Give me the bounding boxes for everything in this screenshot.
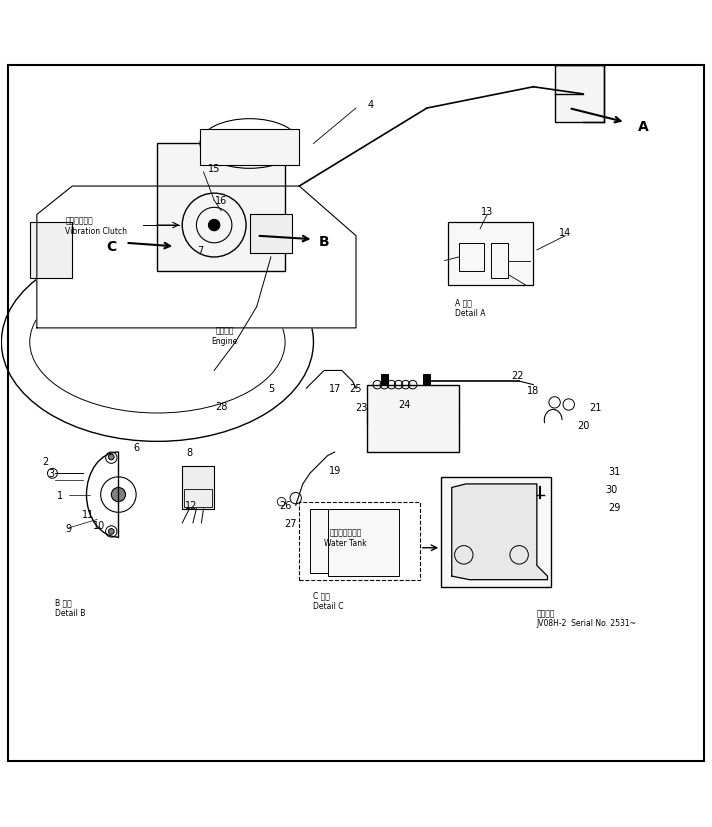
- Text: 17: 17: [328, 384, 341, 394]
- Text: C: C: [106, 240, 117, 254]
- Text: 4: 4: [367, 100, 373, 110]
- Text: 28: 28: [215, 401, 227, 411]
- Bar: [459, 243, 483, 272]
- Bar: [310, 509, 338, 573]
- Bar: [184, 490, 212, 507]
- Text: B: B: [319, 235, 330, 249]
- Text: 8: 8: [187, 447, 192, 457]
- Text: 7: 7: [197, 246, 203, 256]
- Text: 2: 2: [42, 456, 48, 466]
- Text: 適用号機
JV08H-2  Serial No. 2531~: 適用号機 JV08H-2 Serial No. 2531~: [537, 609, 637, 628]
- Text: 25: 25: [350, 384, 362, 394]
- Text: 24: 24: [398, 399, 410, 409]
- Text: 29: 29: [609, 502, 621, 512]
- Text: 1: 1: [56, 490, 63, 500]
- Bar: [200, 130, 299, 165]
- Text: エンジン
Engine: エンジン Engine: [211, 326, 238, 345]
- Text: 27: 27: [285, 519, 297, 528]
- Bar: [424, 375, 431, 385]
- Text: ウォータタンク
Water Tank: ウォータタンク Water Tank: [324, 528, 367, 547]
- Text: 16: 16: [215, 196, 227, 206]
- Text: 9: 9: [66, 523, 72, 533]
- Text: 18: 18: [527, 385, 540, 395]
- Text: 23: 23: [355, 403, 368, 413]
- Bar: [381, 375, 388, 385]
- Bar: [328, 509, 399, 576]
- Bar: [367, 385, 459, 452]
- Text: 12: 12: [185, 500, 198, 510]
- Text: A: A: [638, 120, 649, 134]
- Text: B 断面
Detail B: B 断面 Detail B: [55, 598, 85, 617]
- Text: 10: 10: [93, 520, 105, 530]
- Text: C 断面
Detail C: C 断面 Detail C: [313, 590, 344, 610]
- Circle shape: [111, 488, 125, 502]
- Circle shape: [209, 220, 220, 232]
- Polygon shape: [37, 187, 356, 328]
- Bar: [491, 243, 508, 279]
- Text: 3: 3: [48, 469, 54, 479]
- Text: 19: 19: [329, 465, 341, 476]
- Bar: [157, 145, 285, 272]
- Text: 起振クラッチ
Vibration Clutch: 起振クラッチ Vibration Clutch: [66, 216, 127, 236]
- Bar: [182, 466, 214, 509]
- Circle shape: [108, 529, 114, 534]
- Text: 21: 21: [590, 403, 602, 413]
- Bar: [30, 222, 73, 279]
- Text: 15: 15: [208, 164, 220, 174]
- Polygon shape: [451, 485, 548, 580]
- Text: 13: 13: [481, 207, 493, 217]
- Text: 6: 6: [133, 442, 140, 452]
- Bar: [441, 477, 551, 587]
- Text: 26: 26: [279, 500, 291, 510]
- Text: 11: 11: [82, 509, 94, 519]
- Text: 20: 20: [577, 421, 589, 431]
- Text: 30: 30: [605, 485, 617, 495]
- Bar: [250, 215, 292, 254]
- Text: A 断面
Detail A: A 断面 Detail A: [455, 298, 486, 318]
- Text: 31: 31: [609, 466, 621, 476]
- Text: 14: 14: [559, 228, 571, 238]
- Bar: [555, 66, 604, 123]
- Text: 5: 5: [268, 384, 274, 394]
- Bar: [299, 502, 420, 580]
- Bar: [448, 222, 533, 286]
- Circle shape: [108, 455, 114, 461]
- Text: 22: 22: [511, 371, 524, 381]
